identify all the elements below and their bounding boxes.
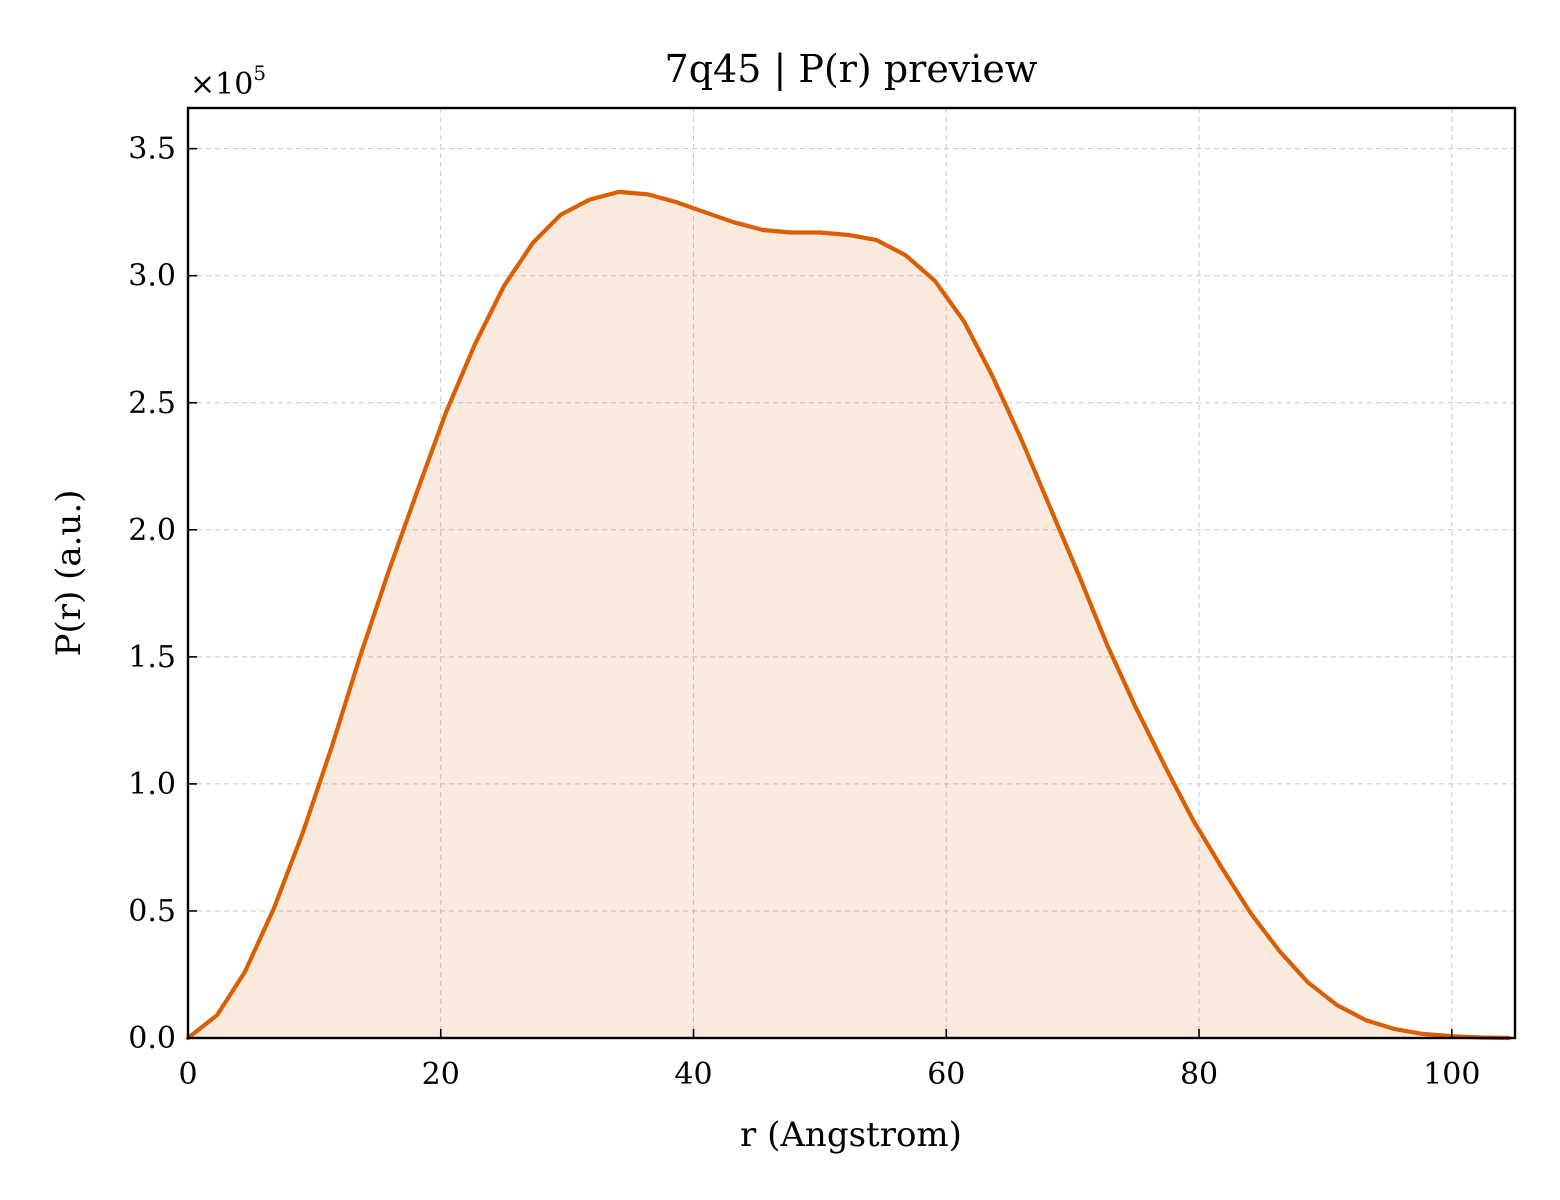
y-tick-label: 1.5 xyxy=(128,640,176,675)
y-tick-label: 0.5 xyxy=(128,894,176,929)
pr-area-fill xyxy=(188,191,1509,1038)
y-tick-label: 2.5 xyxy=(128,386,176,421)
y-multiplier-exponent: 5 xyxy=(253,61,266,85)
x-tick-label: 0 xyxy=(178,1057,197,1092)
y-tick-label: 2.0 xyxy=(128,513,176,548)
y-multiplier-base: ×10 xyxy=(190,67,253,102)
x-tick-label: 20 xyxy=(422,1057,460,1092)
y-multiplier-label: ×105 xyxy=(190,61,266,102)
x-axis-label: r (Angstrom) xyxy=(740,1115,962,1155)
x-tick-label: 100 xyxy=(1423,1057,1480,1092)
y-tick-label: 0.0 xyxy=(128,1021,176,1056)
x-tick-label: 60 xyxy=(927,1057,965,1092)
y-axis-label: P(r) (a.u.) xyxy=(49,490,89,657)
x-tick-label: 40 xyxy=(674,1057,712,1092)
plot-frame xyxy=(186,106,1517,1040)
pr-series-line xyxy=(185,189,1511,1041)
y-tick-label: 1.0 xyxy=(128,767,176,802)
tick-layer: 0 20 40 60 80 100 0.0 0.5 1.0 1.5 2.0 2.5 3.0 3.5 xyxy=(128,132,1480,1092)
y-tick-label: 3.5 xyxy=(128,132,176,167)
chart-title: 7q45 | P(r) preview xyxy=(665,47,1038,91)
x-tick-label: 80 xyxy=(1180,1057,1218,1092)
y-tick-label: 3.0 xyxy=(128,259,176,294)
